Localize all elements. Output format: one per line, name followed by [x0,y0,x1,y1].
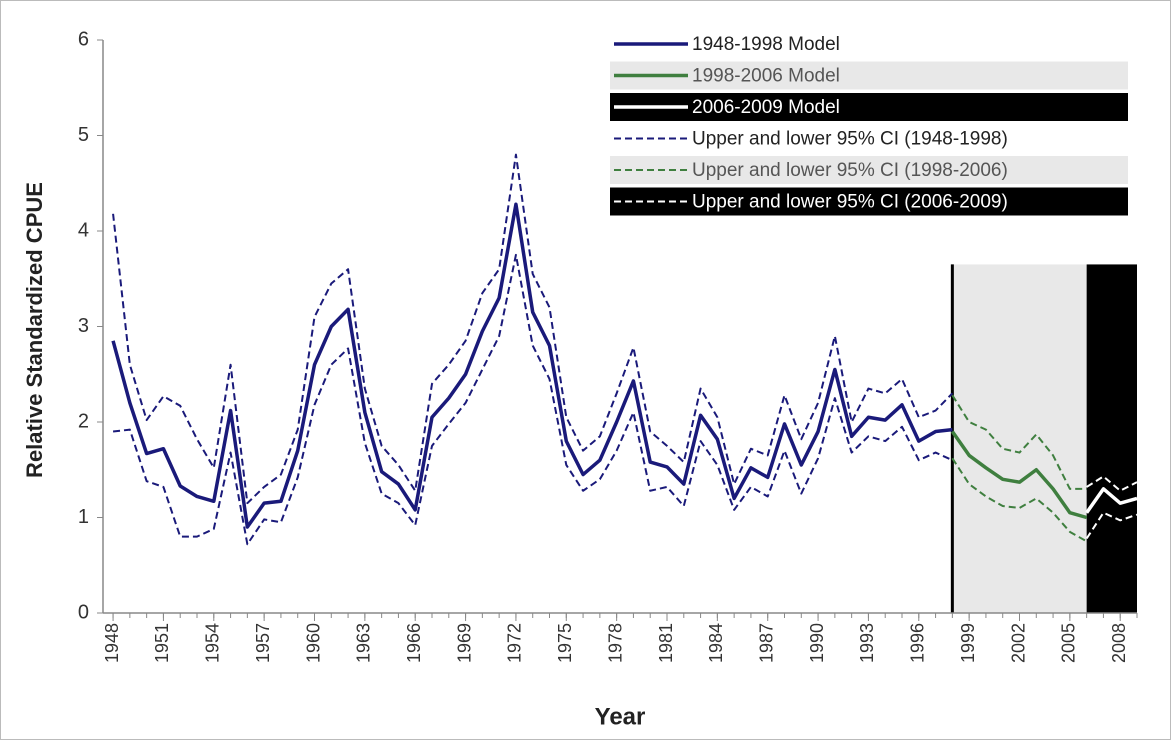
x-tick-label: 1957 [253,623,273,663]
x-tick-label: 1963 [354,623,374,663]
ci-line [1085,511,1138,540]
legend-label: 1948-1998 Model [692,34,840,55]
x-tick-label: 2005 [1059,623,1079,663]
model-line [111,202,953,529]
x-tick-label: 1993 [857,623,877,663]
y-tick-label: 6 [78,28,89,50]
shaded-period [1086,264,1137,613]
y-axis-title: Relative Standardized CPUE [22,182,47,478]
x-tick-label: 1999 [958,623,978,663]
x-tick-label: 2008 [1109,623,1129,663]
legend-background [610,93,1128,121]
x-tick-label: 1996 [908,623,928,663]
legend-label: Upper and lower 95% CI (2006-2009) [692,192,1008,213]
x-axis-title: Year [595,703,646,730]
legend-label: 1998-2006 Model [692,66,840,87]
x-tick-label: 1990 [807,623,827,663]
shaded-period [952,264,1087,613]
y-tick-label: 5 [78,124,89,146]
x-tick-label: 1954 [203,623,223,663]
y-tick-label: 3 [78,315,89,337]
x-tick-label: 1948 [102,623,122,663]
y-tick-label: 2 [78,410,89,432]
legend-background [610,187,1128,216]
x-tick-label: 1987 [756,623,776,663]
ci-line [951,457,1088,543]
x-tick-label: 1981 [656,623,676,663]
ci-line [112,253,953,546]
legend-background [610,156,1128,184]
x-tick-label: 1972 [505,623,525,663]
x-tick-label: 1951 [152,623,172,663]
legend-label: 2006-2009 Model [692,97,840,118]
x-tick-label: 1978 [605,623,625,663]
legend-label: Upper and lower 95% CI (1948-1998) [692,129,1008,150]
legend-background [610,61,1128,90]
legend-label: Upper and lower 95% CI (1998-2006) [692,160,1008,181]
y-tick-label: 0 [78,601,89,623]
model-line [950,430,1088,520]
x-tick-label: 1984 [706,623,726,663]
x-tick-label: 1969 [454,623,474,663]
ci-line [951,394,1087,490]
x-tick-label: 1960 [303,623,323,663]
y-tick-label: 1 [78,506,89,528]
y-tick-label: 4 [78,219,89,241]
ci-line [112,153,954,505]
x-tick-label: 1975 [555,623,575,663]
model-line [1085,487,1138,514]
x-tick-label: 1966 [404,623,424,663]
x-tick-label: 2002 [1008,623,1028,663]
